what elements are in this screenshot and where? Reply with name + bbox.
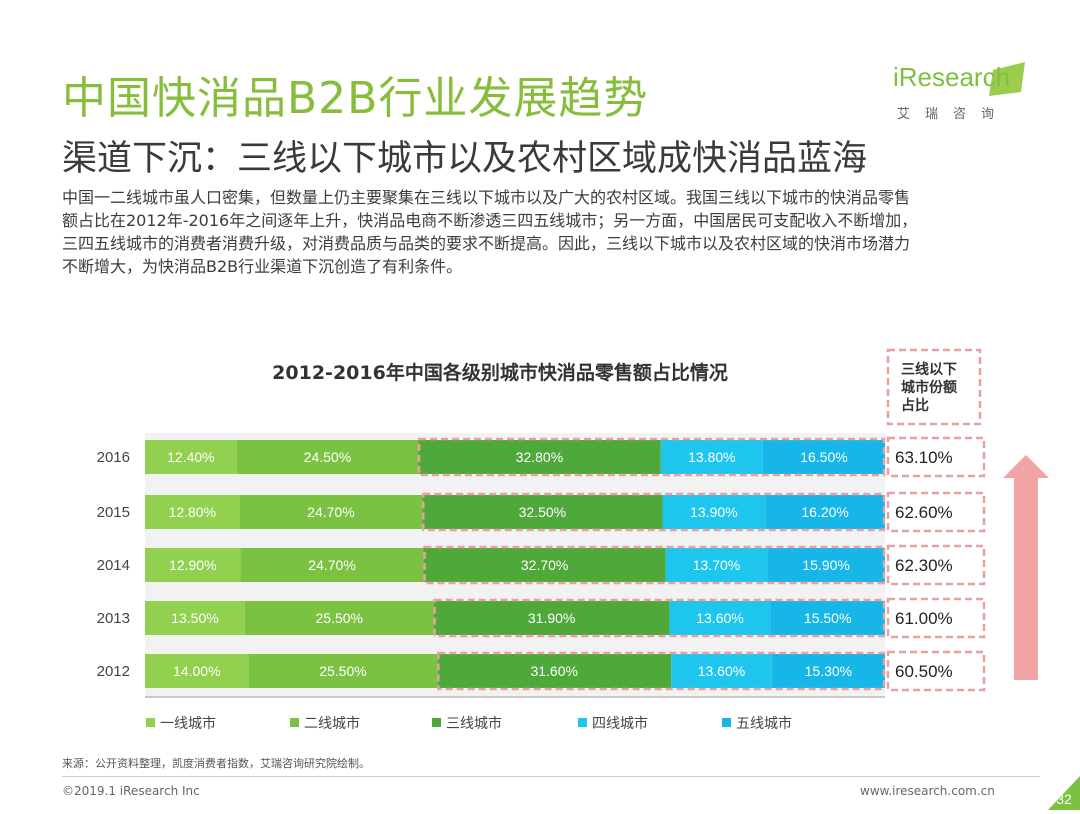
legend-swatch	[146, 718, 155, 727]
data-label: 13.90%	[690, 504, 737, 520]
year-label: 2012	[97, 663, 130, 680]
data-label: 15.90%	[802, 557, 849, 573]
data-label: 16.20%	[801, 504, 848, 520]
data-label: 31.90%	[528, 610, 575, 626]
share-value: 62.30%	[895, 556, 953, 575]
share-header-text: 城市份额	[901, 379, 957, 396]
data-label: 13.80%	[688, 449, 735, 465]
legend-swatch	[578, 718, 587, 727]
share-value: 63.10%	[895, 448, 953, 467]
data-label: 25.50%	[319, 663, 366, 679]
year-label: 2013	[97, 610, 130, 627]
stacked-bar-chart: 2016 12.40% 24.50% 32.80% 13.80% 16.50% 63.10%…	[0, 0, 1080, 810]
data-label: 24.70%	[308, 557, 355, 573]
data-label: 13.60%	[696, 610, 743, 626]
legend-swatch	[432, 718, 441, 727]
data-label: 15.50%	[804, 610, 851, 626]
footer-divider	[62, 776, 1040, 777]
data-label: 12.80%	[169, 504, 216, 520]
source-note: 来源：公开资料整理，凯度消费者指数，艾瑞咨询研究院绘制。	[62, 755, 370, 771]
year-label: 2016	[97, 449, 130, 466]
data-label: 25.50%	[316, 610, 363, 626]
year-label: 2014	[97, 557, 130, 574]
page-badge-shape: 32	[1040, 776, 1080, 810]
data-label: 24.50%	[304, 449, 351, 465]
share-value: 62.60%	[895, 503, 953, 522]
data-label: 12.40%	[167, 449, 214, 465]
data-label: 12.90%	[169, 557, 216, 573]
share-value: 61.00%	[895, 609, 953, 628]
legend-label: 二线城市	[304, 715, 360, 732]
data-label: 14.00%	[173, 663, 220, 679]
legend-label: 四线城市	[592, 715, 648, 732]
copyright: ©2019.1 iResearch Inc	[62, 784, 200, 798]
year-label: 2015	[97, 504, 130, 521]
legend-label: 五线城市	[736, 715, 792, 732]
legend-swatch	[722, 718, 731, 727]
data-label: 15.30%	[805, 663, 852, 679]
data-label: 24.70%	[307, 504, 354, 520]
legend-swatch	[290, 718, 299, 727]
website-url: www.iresearch.com.cn	[860, 784, 995, 798]
share-header-text: 占比	[901, 397, 929, 414]
data-label: 13.50%	[171, 610, 218, 626]
trend-arrow	[1003, 455, 1049, 680]
legend-label: 一线城市	[160, 715, 216, 732]
data-label: 16.50%	[800, 449, 847, 465]
page-number-badge: 32	[1040, 776, 1080, 810]
data-label: 13.70%	[693, 557, 740, 573]
data-label: 13.60%	[698, 663, 745, 679]
data-label: 32.50%	[519, 504, 566, 520]
share-header-text: 三线以下	[901, 361, 957, 378]
data-label: 31.60%	[530, 663, 577, 679]
legend-label: 三线城市	[446, 715, 502, 732]
data-label: 32.80%	[516, 449, 563, 465]
data-label: 32.70%	[521, 557, 568, 573]
share-value: 60.50%	[895, 662, 953, 681]
page-number: 32	[1056, 791, 1072, 807]
